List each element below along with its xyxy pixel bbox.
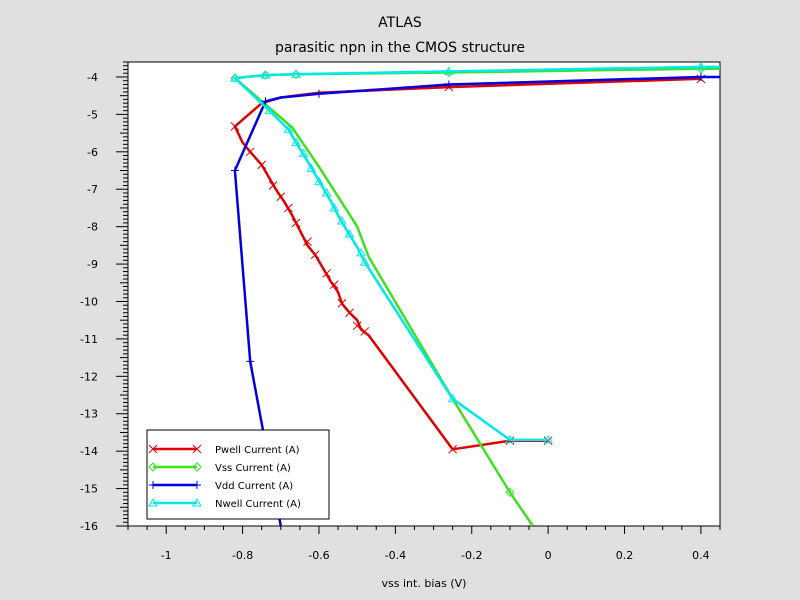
- x-tick-label: -1: [161, 549, 172, 562]
- marker-triangle: [298, 148, 309, 158]
- series-layer: [230, 62, 720, 526]
- y-tick-label: -4: [87, 71, 98, 84]
- marker-triangle: [321, 187, 332, 197]
- marker-x: [345, 308, 354, 318]
- x-tick-label: 0.4: [692, 549, 710, 562]
- y-tick-label: -5: [87, 108, 98, 121]
- y-tick-label: -8: [87, 221, 98, 234]
- legend: Pwell Current (A) Vss Current (A) Vdd Curr…: [146, 429, 330, 520]
- marker-plus: [246, 357, 255, 366]
- marker-x: [245, 147, 255, 157]
- x-tick-label: 0: [545, 549, 552, 562]
- x-tick-label: -0.4: [385, 549, 406, 562]
- marker-triangle: [359, 257, 370, 266]
- marker-triangle: [696, 62, 706, 71]
- marker-plus: [696, 72, 705, 81]
- marker-plus: [314, 89, 323, 98]
- marker-triangle: [329, 202, 340, 212]
- series-line: [233, 75, 720, 526]
- marker-triangle: [291, 137, 301, 146]
- marker-diamond: [192, 462, 202, 472]
- y-tick-label: -13: [80, 408, 98, 421]
- marker-triangle: [505, 434, 515, 444]
- legend-label: Vdd Current (A): [215, 481, 293, 492]
- marker-x: [352, 321, 362, 331]
- marker-plus: [444, 80, 453, 89]
- x-tick-label: -0.2: [461, 549, 482, 562]
- marker-plus: [193, 481, 201, 489]
- marker-triangle: [344, 229, 355, 238]
- series-line: [233, 77, 701, 451]
- marker-triangle: [148, 497, 158, 507]
- y-tick-label: -15: [80, 483, 98, 496]
- marker-triangle: [306, 163, 317, 173]
- x-tick-label: -0.8: [232, 549, 253, 562]
- marker-x: [276, 192, 286, 202]
- marker-plus: [230, 166, 239, 175]
- x-axis-label: vss int. bias (V): [382, 577, 467, 590]
- marker-triangle: [443, 66, 454, 75]
- series-3: [230, 72, 720, 526]
- legend-label: Nwell Current (A): [215, 499, 301, 510]
- y-tick-label: -14: [80, 445, 98, 458]
- marker-x: [148, 444, 158, 454]
- series-4: [230, 62, 720, 444]
- y-tick-label: -7: [87, 183, 98, 196]
- x-tick-label: -0.6: [308, 549, 329, 562]
- marker-x: [303, 237, 312, 246]
- legend-label: Pwell Current (A): [215, 445, 300, 456]
- marker-diamond: [148, 462, 158, 472]
- marker-x: [329, 280, 339, 289]
- marker-plus: [261, 97, 270, 106]
- marker-triangle: [283, 124, 294, 133]
- marker-triangle: [356, 247, 366, 257]
- marker-x: [192, 444, 202, 454]
- marker-diamond: [260, 70, 271, 80]
- chart-subtitle: parasitic npn in the CMOS structure: [275, 40, 525, 56]
- marker-x: [230, 122, 240, 131]
- marker-triangle: [291, 69, 301, 78]
- chart-title: ATLAS: [378, 15, 422, 31]
- marker-x: [360, 327, 370, 336]
- y-tick-label: -10: [80, 295, 98, 308]
- marker-plus: [149, 481, 157, 489]
- marker-x: [448, 444, 457, 454]
- marker-x: [284, 203, 293, 213]
- y-tick-label: -16: [80, 520, 98, 533]
- marker-triangle: [192, 497, 202, 507]
- marker-triangle: [543, 434, 553, 444]
- marker-x: [310, 250, 320, 260]
- marker-x: [322, 269, 331, 278]
- marker-x: [257, 160, 267, 170]
- y-tick-label: -9: [87, 258, 98, 271]
- marker-triangle: [314, 176, 324, 186]
- marker-triangle: [230, 73, 240, 82]
- marker-x: [291, 218, 301, 228]
- x-tick-label: 0.2: [616, 549, 634, 562]
- marker-triangle: [264, 105, 275, 115]
- marker-triangle: [337, 216, 347, 225]
- series-1: [230, 74, 706, 454]
- axes: -1 -0.8 -0.6 -0.4 -0.2 0 0.2 0.4 -4 -5 -6 -7 -8 -9 -10…: [80, 61, 721, 562]
- legend-label: Vss Current (A): [215, 463, 291, 474]
- y-tick-label: -11: [80, 333, 98, 346]
- y-tick-label: -12: [80, 370, 98, 383]
- y-tick-label: -6: [87, 146, 98, 159]
- marker-triangle: [260, 70, 271, 79]
- marker-triangle: [447, 393, 458, 403]
- marker-diamond: [505, 487, 515, 498]
- marker-x: [337, 299, 347, 308]
- marker-x: [268, 181, 278, 190]
